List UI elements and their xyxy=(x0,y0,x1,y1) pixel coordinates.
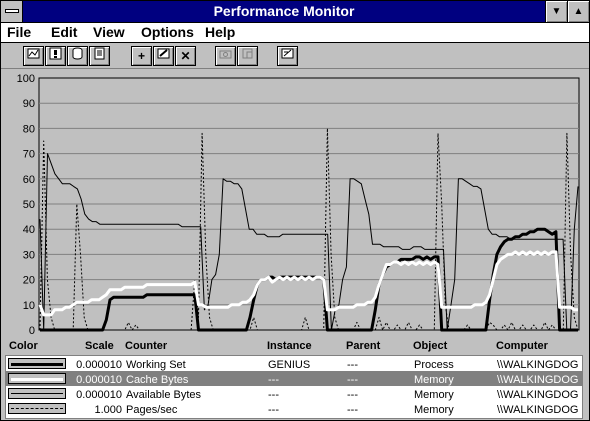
legend-row[interactable]: 0.000010 Working Set GENIUS --- Process … xyxy=(6,356,582,371)
counter-legend: Color Scale Counter Instance Parent Obje… xyxy=(1,337,589,421)
row-counter: Cache Bytes xyxy=(126,374,189,386)
options-icon xyxy=(281,48,294,59)
row-parent: --- xyxy=(347,374,358,386)
y-tick-label: 70 xyxy=(23,149,35,161)
header-instance: Instance xyxy=(267,340,312,352)
row-counter: Available Bytes xyxy=(126,389,202,401)
row-parent: --- xyxy=(347,359,358,371)
row-parent: --- xyxy=(347,404,358,416)
header-counter: Counter xyxy=(125,340,168,352)
row-scale: 0.000010 xyxy=(76,374,122,386)
log-view-icon xyxy=(72,47,83,60)
row-instance: GENIUS xyxy=(268,359,311,371)
header-object: Object xyxy=(413,340,448,352)
row-instance: --- xyxy=(268,374,279,386)
delete-counter-button[interactable]: ✕ xyxy=(175,46,196,66)
y-tick-label: 60 xyxy=(23,174,35,186)
header-parent: Parent xyxy=(346,340,381,352)
maximize-button[interactable]: ▲ xyxy=(567,1,589,22)
y-tick-label: 100 xyxy=(17,73,35,85)
row-scale: 0.000010 xyxy=(76,359,122,371)
system-menu-icon xyxy=(5,9,19,13)
color-swatch xyxy=(8,358,66,369)
options-button[interactable] xyxy=(277,46,298,66)
legend-rows: 0.000010 Working Set GENIUS --- Process … xyxy=(5,355,583,419)
y-tick-label: 90 xyxy=(23,98,35,110)
row-instance: --- xyxy=(268,404,279,416)
row-computer: \\WALKINGDOG xyxy=(497,389,579,401)
system-menu-button[interactable] xyxy=(1,1,23,22)
toolbar: + ✕ xyxy=(1,44,589,69)
row-computer: \\WALKINGDOG xyxy=(497,404,579,416)
row-counter: Pages/sec xyxy=(126,404,178,416)
legend-row-selected[interactable]: 0.000010 Cache Bytes --- --- Memory \\WA… xyxy=(6,371,582,386)
legend-header: Color Scale Counter Instance Parent Obje… xyxy=(1,337,589,355)
legend-row[interactable]: 1.000 Pages/sec --- --- Memory \\WALKING… xyxy=(6,401,582,416)
header-computer: Computer xyxy=(496,340,548,352)
add-counter-button[interactable]: + xyxy=(131,46,152,66)
edit-counter-button[interactable] xyxy=(153,46,174,66)
report-view-button[interactable] xyxy=(89,46,110,66)
y-tick-label: 30 xyxy=(23,249,35,261)
series-line-cache-bytes xyxy=(38,250,578,317)
y-tick-label: 0 xyxy=(29,325,35,337)
bookmark-button[interactable] xyxy=(237,46,258,66)
row-scale: 0.000010 xyxy=(76,389,122,401)
color-swatch xyxy=(8,403,66,414)
bookmark-icon xyxy=(242,48,253,59)
row-object: Memory xyxy=(414,389,454,401)
update-now-button[interactable] xyxy=(215,46,236,66)
alert-view-button[interactable] xyxy=(45,46,66,66)
row-object: Memory xyxy=(414,404,454,416)
series-line-pages-sec xyxy=(39,127,579,331)
y-tick-label: 80 xyxy=(23,123,35,135)
row-object: Process xyxy=(414,359,454,371)
minimize-button[interactable]: ▼ xyxy=(545,1,567,22)
menu-options[interactable]: Options xyxy=(141,24,194,40)
legend-row[interactable]: 0.000010 Available Bytes --- --- Memory … xyxy=(6,386,582,401)
camera-icon xyxy=(219,50,232,59)
window-title: Performance Monitor xyxy=(213,3,355,19)
color-swatch xyxy=(8,373,66,384)
row-object: Memory xyxy=(414,374,454,386)
report-view-icon xyxy=(94,47,105,60)
log-view-button[interactable] xyxy=(67,46,88,66)
menu-help[interactable]: Help xyxy=(205,24,236,40)
row-scale: 1.000 xyxy=(94,404,122,416)
menu-view[interactable]: View xyxy=(93,24,125,40)
row-parent: --- xyxy=(347,389,358,401)
header-scale: Scale xyxy=(85,340,114,352)
row-computer: \\WALKINGDOG xyxy=(497,374,579,386)
row-counter: Working Set xyxy=(126,359,186,371)
row-instance: --- xyxy=(268,389,279,401)
title-bar[interactable]: Performance Monitor ▼ ▲ xyxy=(1,1,589,23)
chart-view-icon xyxy=(27,48,40,59)
color-swatch xyxy=(8,388,66,399)
menu-bar: File Edit View Options Help xyxy=(1,23,589,43)
edit-counter-icon xyxy=(157,48,170,59)
y-tick-label: 50 xyxy=(23,199,35,211)
row-computer: \\WALKINGDOG xyxy=(497,359,579,371)
menu-edit[interactable]: Edit xyxy=(51,24,78,40)
alert-view-icon xyxy=(49,47,62,60)
y-tick-label: 10 xyxy=(23,300,35,312)
series-line-available-bytes xyxy=(39,153,579,331)
y-tick-label: 20 xyxy=(23,275,35,287)
header-color: Color xyxy=(9,340,38,352)
chart-view-button[interactable] xyxy=(23,46,44,66)
y-tick-label: 40 xyxy=(23,224,35,236)
menu-file[interactable]: File xyxy=(7,24,32,40)
